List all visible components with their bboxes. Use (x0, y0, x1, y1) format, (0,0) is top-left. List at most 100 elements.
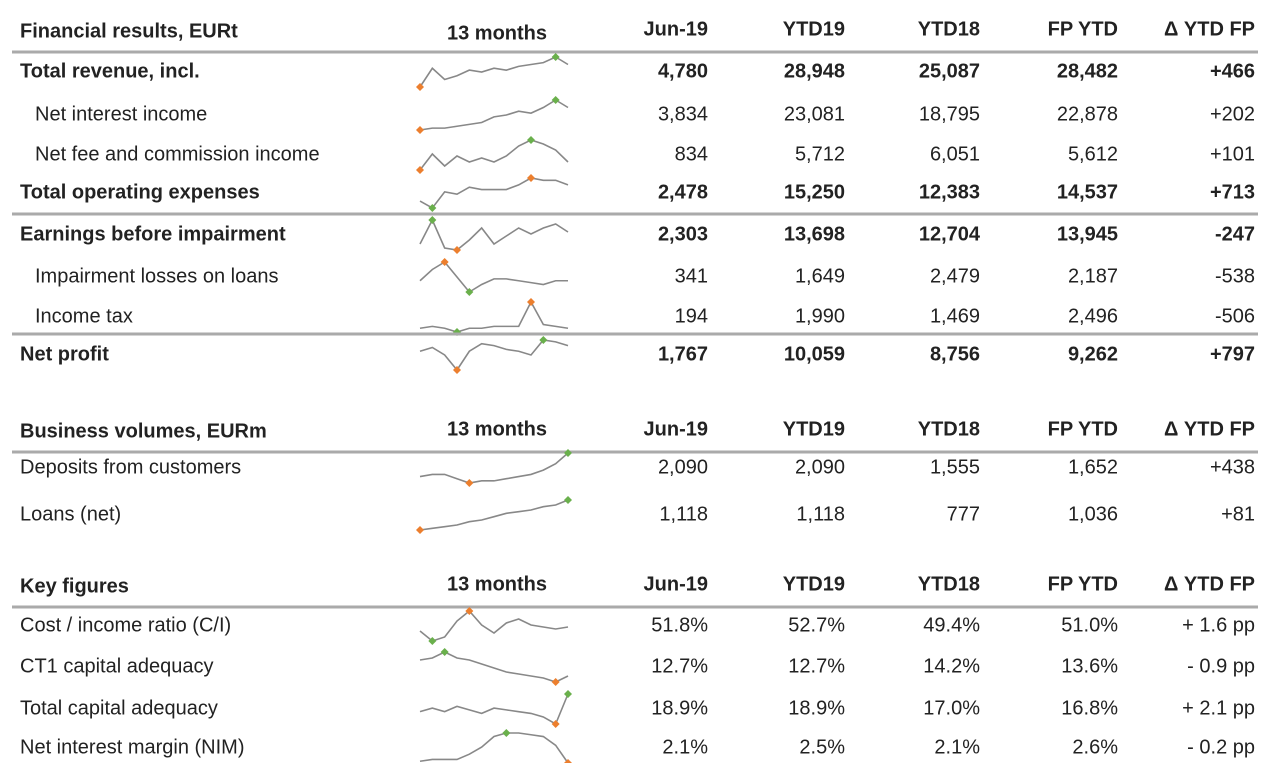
cell: - 0.2 pp (1187, 736, 1255, 758)
cell: 2,187 (1068, 265, 1118, 287)
sparkline-marker (465, 479, 474, 487)
cell: 25,087 (919, 60, 980, 82)
cell: 28,482 (1057, 60, 1118, 82)
cell: 2.6% (1072, 736, 1118, 758)
cell: + 2.1 pp (1182, 697, 1255, 719)
column-header: Δ YTD FP (1164, 18, 1255, 40)
column-header: YTD18 (918, 18, 980, 40)
column-header: YTD19 (783, 418, 845, 440)
cell: 777 (947, 503, 980, 525)
sparkline (419, 139, 569, 171)
column-header: FP YTD (1048, 18, 1118, 40)
column-header: Δ YTD FP (1164, 573, 1255, 595)
cell: -538 (1215, 265, 1255, 287)
cell: 2,090 (795, 456, 845, 478)
row-label: Impairment losses on loans (35, 265, 278, 287)
sparkline (419, 452, 569, 484)
row-label: Net interest margin (NIM) (20, 736, 245, 758)
cell: 2.1% (662, 736, 708, 758)
column-header: YTD18 (918, 418, 980, 440)
column-header: FP YTD (1048, 418, 1118, 440)
column-header: Jun-19 (644, 573, 708, 595)
cell: 13.6% (1061, 655, 1118, 677)
cell: +713 (1210, 181, 1255, 203)
sparkline-marker (551, 720, 560, 728)
sparkline-marker (416, 166, 424, 174)
cell: +202 (1210, 103, 1255, 125)
sparkline (419, 177, 569, 210)
cell: 28,948 (784, 60, 845, 82)
cell: 341 (675, 265, 708, 287)
sparkline-marker (564, 759, 572, 763)
cell: 1,469 (930, 305, 980, 327)
cell: +797 (1210, 343, 1255, 365)
cell: 3,834 (658, 103, 708, 125)
sparkline-marker (551, 678, 560, 686)
cell: 1,652 (1068, 456, 1118, 478)
column-header: Δ YTD FP (1164, 418, 1255, 440)
cell: 2.5% (799, 736, 845, 758)
section-title: Key figures (20, 575, 129, 597)
sparkline (419, 56, 569, 88)
cell: 2.1% (934, 736, 980, 758)
sparkline-marker (465, 607, 474, 615)
cell: 2,496 (1068, 305, 1118, 327)
cell: 51.8% (651, 614, 708, 636)
cell: -506 (1215, 305, 1255, 327)
cell: 49.4% (923, 614, 980, 636)
cell: 4,780 (658, 60, 708, 82)
cell: - 0.9 pp (1187, 655, 1255, 677)
cell: 18.9% (651, 697, 708, 719)
sparkline-marker (453, 366, 461, 374)
cell: 18,795 (919, 103, 980, 125)
cell: 1,555 (930, 456, 980, 478)
sparkline-marker (539, 336, 548, 344)
cell: 17.0% (923, 697, 980, 719)
cell: 6,051 (930, 143, 980, 165)
row-label: Total operating expenses (20, 181, 260, 203)
sparkline-marker (416, 526, 424, 534)
row-label: Income tax (35, 305, 133, 327)
sparkline-marker (453, 246, 461, 254)
sparkline (419, 99, 569, 131)
sparkline (419, 609, 569, 642)
cell: 51.0% (1061, 614, 1118, 636)
cell: 12,383 (919, 181, 980, 203)
cell: -247 (1215, 223, 1255, 245)
sparkline-marker (527, 174, 535, 182)
cell: +438 (1210, 456, 1255, 478)
cell: 194 (675, 305, 708, 327)
cell: 22,878 (1057, 103, 1118, 125)
cell: 14,537 (1057, 181, 1118, 203)
cell: 5,712 (795, 143, 845, 165)
sparkline-marker (428, 216, 437, 224)
cell: 2,090 (658, 456, 708, 478)
cell: 12,704 (919, 223, 981, 245)
cell: 1,036 (1068, 503, 1118, 525)
column-header: 13 months (447, 22, 547, 44)
sparkline-marker (564, 449, 572, 457)
cell: 2,478 (658, 181, 708, 203)
sparkline-marker (416, 83, 424, 91)
cell: +466 (1210, 60, 1255, 82)
sparkline-marker (564, 690, 572, 698)
cell: 1,118 (659, 503, 708, 525)
cell: 10,059 (784, 343, 845, 365)
cell: 1,649 (795, 265, 845, 287)
column-header: FP YTD (1048, 573, 1118, 595)
cell: 834 (675, 143, 708, 165)
sparkline-marker (416, 126, 424, 134)
cell: 52.7% (788, 614, 845, 636)
sparkline-marker (502, 729, 511, 737)
cell: 18.9% (788, 697, 845, 719)
cell: 5,612 (1068, 143, 1118, 165)
section-title: Business volumes, EURm (20, 420, 267, 442)
column-header: Jun-19 (644, 418, 708, 440)
sparkline (419, 339, 569, 372)
sparkline (419, 499, 569, 531)
column-header: 13 months (447, 573, 547, 595)
row-label: Total capital adequacy (20, 697, 218, 719)
section-title: Financial results, EURt (20, 20, 238, 42)
row-label: Total revenue, incl. (20, 60, 200, 82)
cell: 9,262 (1068, 343, 1118, 365)
